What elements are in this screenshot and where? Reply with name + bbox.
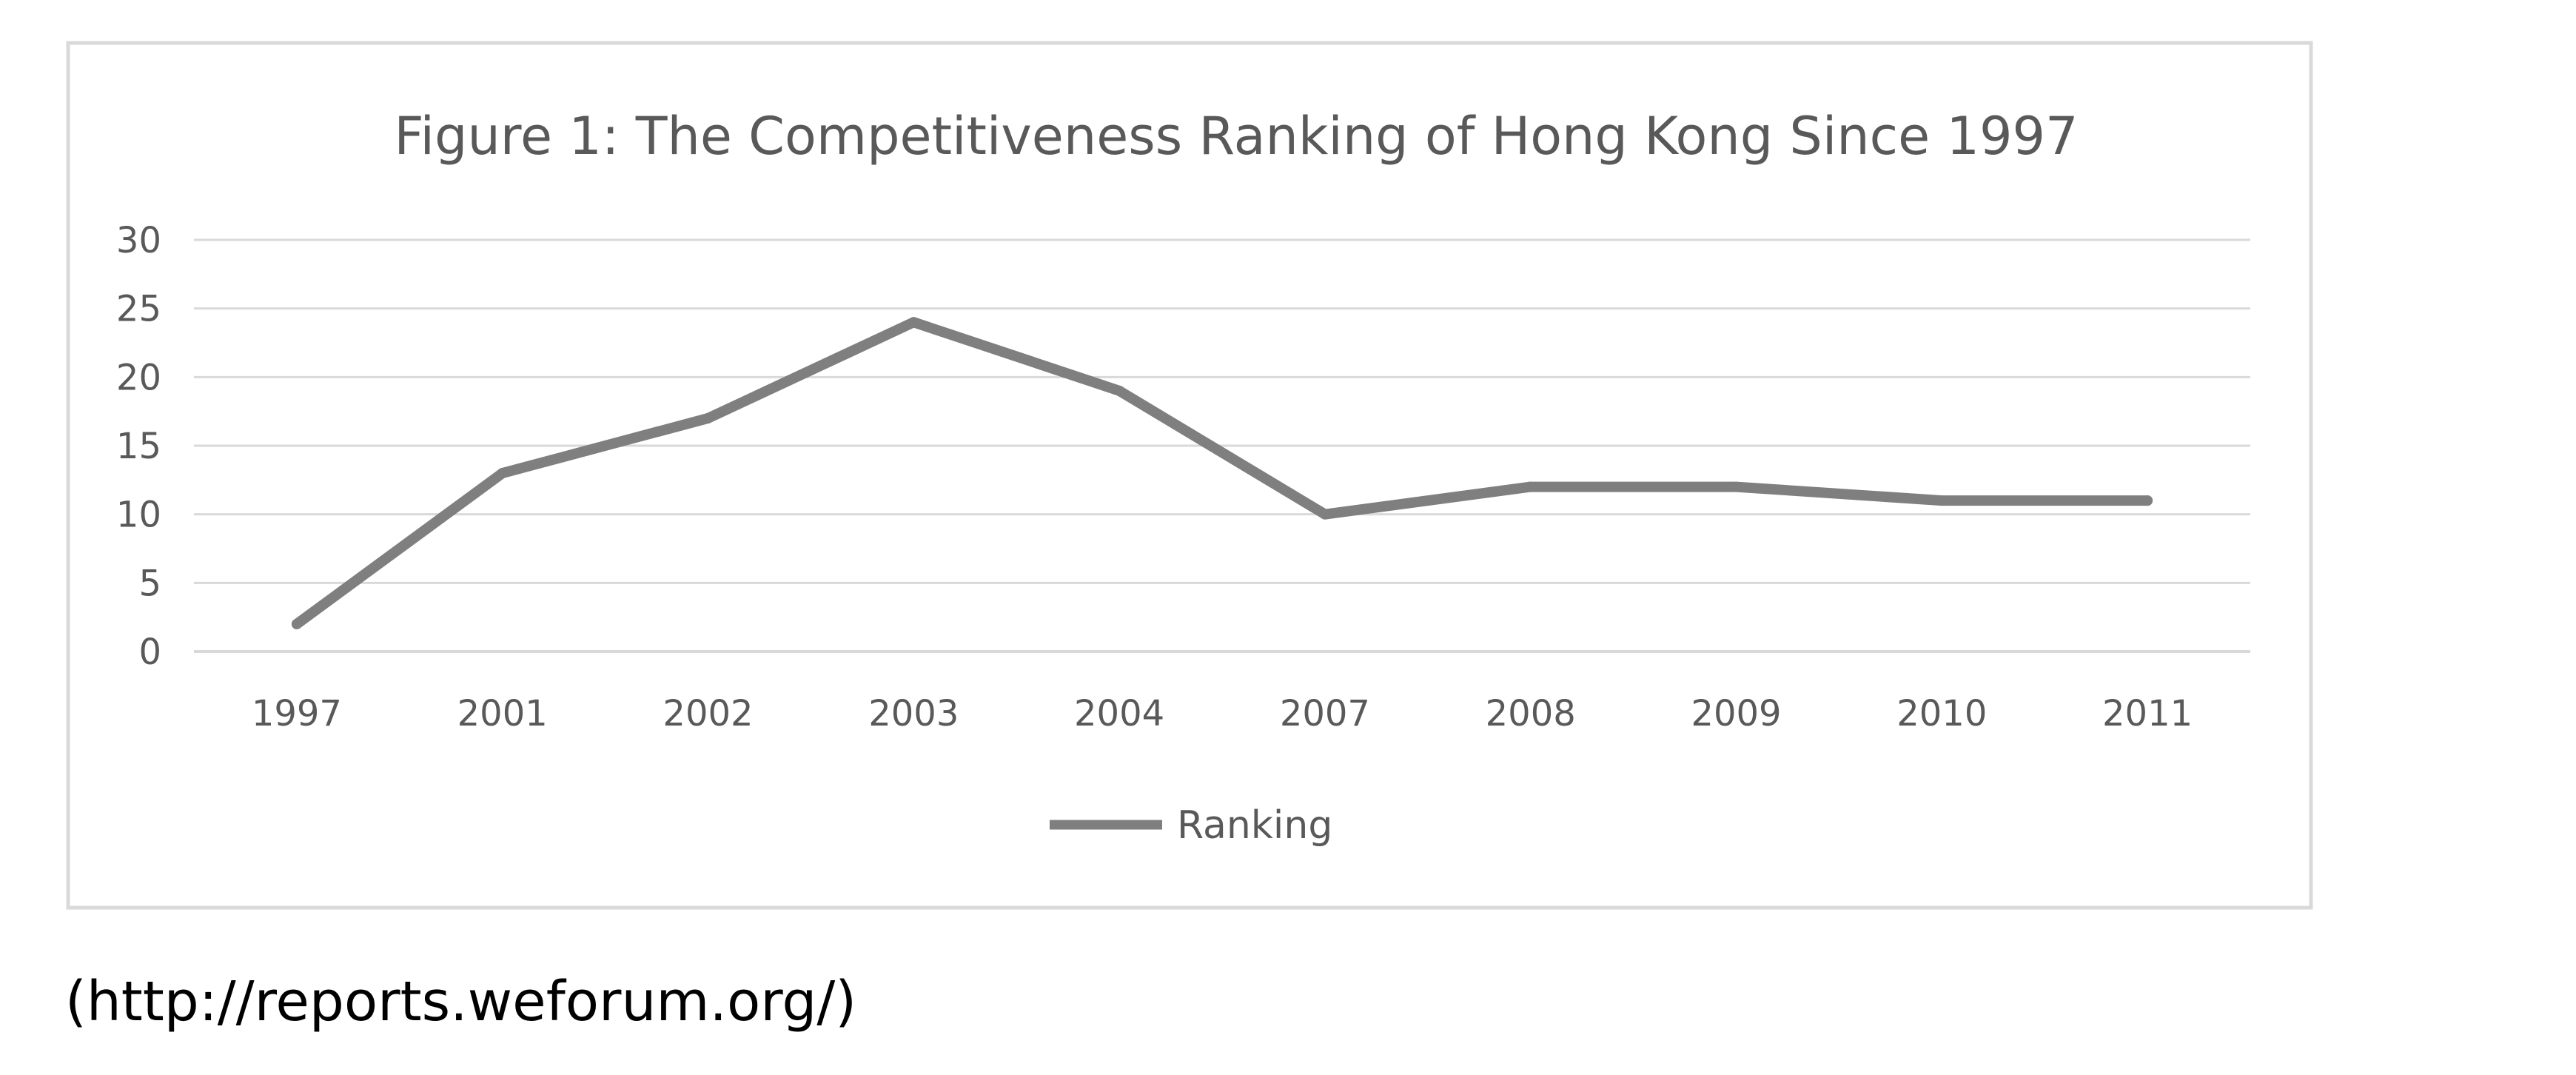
y-tick-label: 15 <box>116 426 161 467</box>
y-tick-label: 25 <box>116 289 161 330</box>
series-line <box>291 317 2153 629</box>
y-axis-ticks: 0 5 10 15 20 25 30 <box>116 220 161 673</box>
data-point <box>1319 509 1330 520</box>
x-tick-label: 2007 <box>1280 693 1370 734</box>
x-tick-label: 2008 <box>1486 693 1576 734</box>
data-point <box>908 317 919 328</box>
chart-title: Figure 1: The Competitiveness Ranking of… <box>394 106 2078 167</box>
chart-frame <box>66 41 2313 910</box>
data-point <box>1936 495 1948 506</box>
chart: Figure 1: The Competitiveness Ranking of… <box>66 41 2313 910</box>
x-tick-label: 2004 <box>1074 693 1164 734</box>
x-tick-label: 2002 <box>663 693 753 734</box>
x-tick-label: 2010 <box>1896 693 1987 734</box>
legend-label-ranking: Ranking <box>1177 803 1332 848</box>
source-citation: (http://reports.weforum.org/) <box>65 970 857 1034</box>
x-tick-label: 2009 <box>1691 693 1781 734</box>
y-tick-label: 0 <box>138 632 161 673</box>
y-tick-label: 5 <box>138 563 161 604</box>
legend: Ranking <box>1050 803 1332 848</box>
data-point <box>291 618 302 629</box>
data-point <box>1525 481 1536 492</box>
x-tick-label: 1997 <box>252 693 342 734</box>
x-tick-label: 2003 <box>868 693 959 734</box>
gridlines <box>194 238 2250 653</box>
x-axis-ticks: 1997 2001 2002 2003 2004 2007 2008 2009 2010 2011 <box>252 693 2193 734</box>
x-tick-label: 2001 <box>457 693 548 734</box>
series-ranking <box>291 317 2153 629</box>
y-tick-label: 10 <box>116 495 161 536</box>
y-tick-label: 20 <box>116 357 161 398</box>
data-point <box>702 412 714 423</box>
data-point <box>1114 385 1125 396</box>
data-point <box>2142 495 2153 506</box>
data-point <box>497 468 508 479</box>
y-tick-label: 30 <box>116 220 161 261</box>
x-tick-label: 2011 <box>2102 693 2193 734</box>
data-point <box>1731 481 1742 492</box>
